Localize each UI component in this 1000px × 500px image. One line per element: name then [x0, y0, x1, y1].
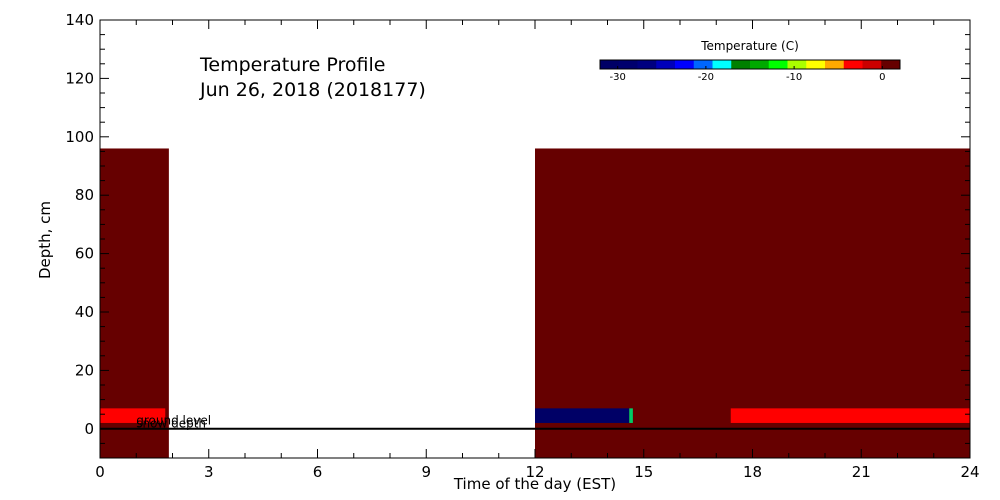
colorbar-swatch-9 [768, 60, 788, 69]
annotation-1: snow depth [136, 416, 206, 430]
chart-title-line2: Jun 26, 2018 (2018177) [199, 79, 426, 101]
heatmap-blocks [100, 148, 970, 459]
colorbar-swatch-6 [712, 60, 732, 69]
x-tick-label-2: 6 [313, 463, 323, 481]
x-tick-label-4: 12 [525, 463, 544, 481]
colorbar-swatch-3 [656, 60, 676, 69]
y-tick-label-1: 20 [75, 361, 94, 379]
y-tick-label-5: 100 [65, 128, 94, 146]
y-tick-label-7: 140 [65, 11, 94, 29]
x-tick-label-1: 3 [204, 463, 214, 481]
x-tick-label-3: 9 [421, 463, 431, 481]
x-tick-label-6: 18 [743, 463, 762, 481]
x-tick-label-5: 15 [634, 463, 653, 481]
annotation-0: ground level [136, 413, 211, 427]
heatmap-cell-1 [100, 408, 166, 423]
y-axis-title: Depth, cm [36, 201, 54, 279]
colorbar-tick-label-0: -30 [609, 72, 625, 83]
heatmap-cell-3 [535, 408, 630, 423]
y-tick-label-0: 0 [84, 420, 94, 438]
colorbar-tick-label-2: -10 [786, 72, 802, 83]
chart-title-line1: Temperature Profile [199, 54, 385, 76]
colorbar-swatch-11 [806, 60, 826, 69]
colorbar-swatch-8 [750, 60, 770, 69]
heatmap-cell-2 [535, 148, 970, 459]
y-tick-label-4: 80 [75, 186, 94, 204]
colorbar-swatch-10 [787, 60, 807, 69]
axis-tick-labels: 0 3 6 9 12 15 18 21 24 0 20 40 60 80 100 120 140 [65, 11, 979, 481]
colorbar-tick-label-3: 0 [879, 72, 885, 83]
y-tick-label-6: 120 [65, 69, 94, 87]
x-tick-label-8: 24 [960, 463, 979, 481]
x-tick-label-7: 21 [852, 463, 871, 481]
colorbar-swatch-4 [675, 60, 695, 69]
colorbar-swatch-5 [693, 60, 713, 69]
colorbar-frame [599, 59, 901, 70]
colorbar-swatch-12 [825, 60, 845, 69]
colorbar-tick-label-1: -20 [698, 72, 714, 83]
heatmap-cell-5 [730, 408, 970, 423]
heatmap-cell-4 [629, 408, 633, 423]
heatmap-cell-0 [100, 148, 169, 459]
colorbar-swatch-15 [881, 60, 901, 69]
x-axis-title: Time of the day (EST) [453, 475, 616, 493]
x-tick-label-0: 0 [95, 463, 105, 481]
colorbar-swatch-14 [862, 60, 882, 69]
colorbar-swatch-1 [618, 60, 638, 69]
colorbar-title: Temperature (C) [700, 39, 799, 53]
colorbar-swatch-0 [600, 60, 620, 69]
y-tick-label-2: 40 [75, 303, 94, 321]
colorbar-swatch-2 [637, 60, 657, 69]
colorbar-swatch-13 [843, 60, 863, 69]
colorbar: -30 -20 -10 0 [599, 59, 901, 83]
colorbar-swatch-7 [731, 60, 751, 69]
axis-ticks [99, 19, 971, 459]
y-tick-label-3: 60 [75, 245, 94, 263]
